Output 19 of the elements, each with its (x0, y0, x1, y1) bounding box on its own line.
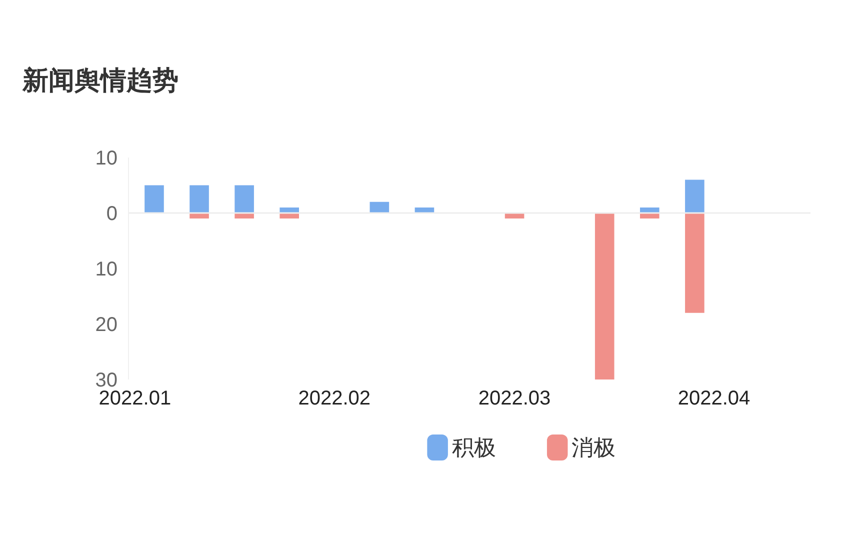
legend-label: 积极 (452, 435, 496, 460)
y-tick-label: 10 (95, 258, 118, 280)
x-tick-label: 2022.02 (298, 388, 371, 410)
bar (190, 185, 209, 213)
x-tick-label: 2022.04 (678, 388, 750, 410)
legend-label: 消极 (572, 435, 616, 460)
bar (234, 185, 254, 213)
bar (685, 213, 704, 313)
x-tick-label: 2022.03 (478, 388, 551, 410)
bar (280, 207, 299, 213)
bar (594, 213, 614, 380)
bar (370, 202, 390, 213)
y-tick-label: 20 (95, 314, 118, 336)
y-tick-label: 10 (95, 148, 118, 170)
bar (685, 180, 704, 213)
chart-title: 新闻舆情趋势 (22, 65, 178, 95)
y-tick-label: 0 (106, 203, 118, 225)
bar (144, 185, 164, 213)
bar (640, 207, 660, 213)
